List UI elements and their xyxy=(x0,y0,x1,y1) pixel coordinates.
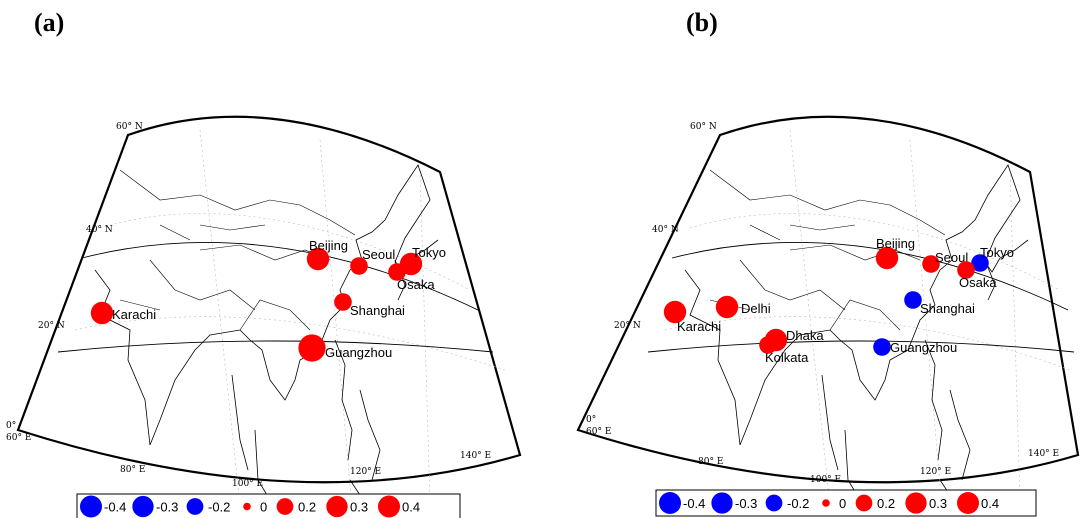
city-marker-b-kolkata xyxy=(759,336,777,354)
city-marker-b-karachi xyxy=(663,300,687,324)
city-label-b-karachi: Karachi xyxy=(677,319,721,334)
city-label-b-seoul: Seoul xyxy=(935,250,968,265)
city-label-a-osaka: Osaka xyxy=(397,277,435,292)
city-marker-b-guangzhou xyxy=(873,338,891,356)
lat-60-label-a: 60° N xyxy=(116,122,143,132)
legend-label-b-3: 0 xyxy=(839,496,846,511)
city-marker-a-guangzhou xyxy=(298,334,326,362)
legend-label-b-6: 0.4 xyxy=(981,496,999,511)
city-label-b-osaka: Osaka xyxy=(959,275,997,290)
city-marker-b-seoul xyxy=(922,255,940,273)
lat-0-label-a: 0° xyxy=(6,421,16,431)
city-label-a-guangzhou: Guangzhou xyxy=(325,345,392,360)
city-label-a-seoul: Seoul xyxy=(362,247,395,262)
city-marker-a-beijing xyxy=(306,247,330,271)
city-label-b-guangzhou: Guangzhou xyxy=(890,340,957,355)
city-label-a-karachi: Karachi xyxy=(112,307,156,322)
legend-label-a-0: -0.4 xyxy=(104,500,126,515)
legend-label-a-1: -0.3 xyxy=(156,500,178,515)
asia-coastline-b xyxy=(684,164,1029,446)
city-label-b-dhaka: Dhaka xyxy=(786,328,824,343)
city-label-b-delhi: Delhi xyxy=(741,301,771,316)
legend-label-b-1: -0.3 xyxy=(735,496,757,511)
lat-0-label-b: 0° xyxy=(586,415,596,425)
city-marker-b-delhi xyxy=(715,295,739,319)
city-marker-a-seoul xyxy=(350,257,368,275)
lon-100-label-b: 100° E xyxy=(810,475,841,485)
legend-marker-a-2 xyxy=(186,498,204,515)
lon-80-label-a: 80° E xyxy=(120,465,145,475)
lat-40-label-b: 40° N xyxy=(652,225,679,235)
legend-label-a-5: 0.3 xyxy=(350,500,368,515)
country-borders-a xyxy=(119,169,356,331)
lon-80-label-b: 80° E xyxy=(698,457,723,467)
city-marker-a-karachi xyxy=(90,301,114,325)
city-marker-a-osaka xyxy=(388,263,406,281)
panel-b-map: 60° N 40° N 20° N 0° 60° E 80° E 100° E … xyxy=(576,115,1080,509)
legend-marker-b-2 xyxy=(765,494,783,512)
legend-marker-b-3 xyxy=(822,499,830,507)
city-marker-b-beijing xyxy=(875,246,899,270)
legend-marker-a-4 xyxy=(276,498,294,515)
legend-label-b-5: 0.3 xyxy=(929,496,947,511)
legend-marker-b-5 xyxy=(905,492,927,514)
legend-label-a-2: -0.2 xyxy=(208,500,230,515)
lon-120-label-a: 120° E xyxy=(350,467,381,477)
legend-label-a-3: 0 xyxy=(260,500,267,515)
lon-140-label-b: 140° E xyxy=(1028,449,1059,459)
lon-140-label-a: 140° E xyxy=(460,451,491,461)
panel-b-label: (b) xyxy=(686,8,718,37)
legend-marker-b-6 xyxy=(957,492,979,514)
city-label-b-shanghai: Shanghai xyxy=(920,301,975,316)
legend-label-a-4: 0.2 xyxy=(298,500,316,515)
lat-40-label-a: 40° N xyxy=(86,225,113,235)
lon-60-label-a: 60° E xyxy=(6,433,31,443)
city-marker-b-tokyo xyxy=(971,254,989,272)
city-label-b-tokyo: Tokyo xyxy=(980,245,1014,260)
city-marker-b-osaka xyxy=(957,261,975,279)
lat-20-label-b: 20° N xyxy=(614,321,641,331)
lon-120-label-b: 120° E xyxy=(920,467,951,477)
legend-marker-a-3 xyxy=(243,502,251,511)
legend-marker-b-4 xyxy=(855,494,873,512)
legend-marker-a-6 xyxy=(378,495,400,518)
city-markers: Beijing Seoul Tokyo Osaka Shanghai Karachi Gua… xyxy=(90,236,1014,365)
lat-60-label-b: 60° N xyxy=(690,122,717,132)
lat-20-label-a: 20° N xyxy=(38,321,65,331)
city-label-b-beijing: Beijing xyxy=(876,236,915,251)
lon-60-label-b: 60° E xyxy=(586,427,611,437)
legend-label-b-4: 0.2 xyxy=(877,496,895,511)
legend-label-a-6: 0.4 xyxy=(402,500,420,515)
legend-marker-a-1 xyxy=(132,495,154,518)
legend-label-b-2: -0.2 xyxy=(787,496,809,511)
panel-a-map: 60° N 40° N 20° N 0° 60° E 80° E 100° E … xyxy=(6,115,522,509)
panel-a-label: (a) xyxy=(34,8,65,37)
city-label-a-beijing: Beijing xyxy=(309,238,348,253)
legends: -0.4 -0.3 -0.2 0 0.2 0.3 0.4 -0.4 -0.3 -0.2 0 0.2 0.… xyxy=(76,489,1037,518)
legend-marker-a-0 xyxy=(80,495,102,518)
city-label-b-kolkata: Kolkata xyxy=(765,350,809,365)
legend-marker-b-1 xyxy=(711,492,733,514)
legend-marker-a-5 xyxy=(326,495,348,518)
city-label-a-tokyo: Tokyo xyxy=(412,245,446,260)
lon-100-label-a: 100° E xyxy=(232,479,263,489)
city-label-a-shanghai: Shanghai xyxy=(350,303,405,318)
legend-marker-b-0 xyxy=(659,492,681,514)
map-frame-b xyxy=(576,115,1080,484)
city-marker-a-shanghai xyxy=(334,293,352,311)
city-marker-b-shanghai xyxy=(904,291,922,309)
map-frame-a xyxy=(16,115,522,484)
legend-label-b-0: -0.4 xyxy=(683,496,705,511)
